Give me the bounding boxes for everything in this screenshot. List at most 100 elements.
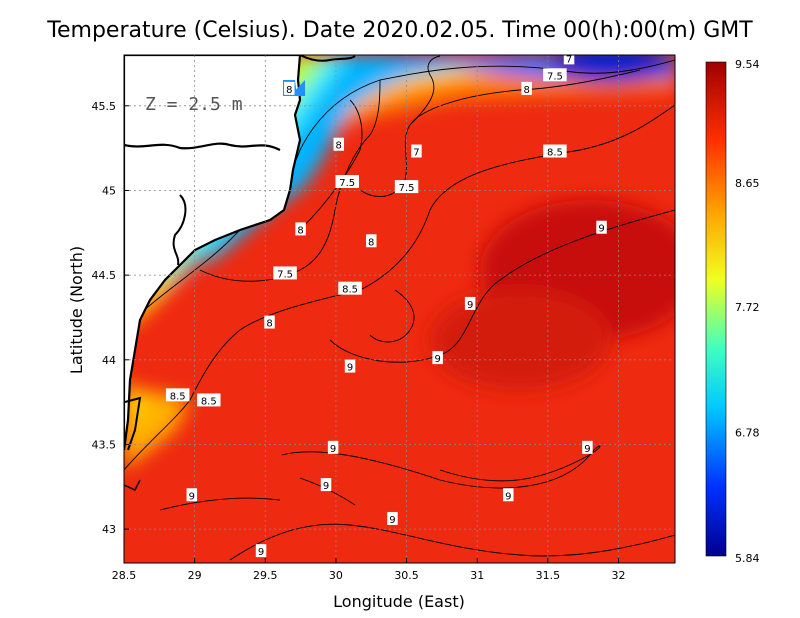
contour-label-text: 8	[523, 85, 529, 96]
contour-label-box	[387, 511, 398, 525]
contour-label-text: 8	[266, 319, 272, 330]
x-tick-label: 32	[611, 569, 625, 582]
contour-label: 8.5	[165, 388, 190, 402]
contour-label-box	[284, 81, 295, 95]
contour-label-text: 7	[413, 148, 419, 159]
contour-label: 9	[503, 488, 514, 502]
map-grid	[124, 55, 675, 563]
plot-frame	[123, 54, 676, 564]
colorbar-label: 8.65	[735, 177, 760, 190]
contour-label-box	[165, 388, 190, 402]
contour-label-text: 8.5	[201, 396, 217, 407]
x-tick-label: 29	[188, 569, 202, 582]
contour-label-text: 7.5	[547, 71, 563, 82]
contour-label-text: 8	[368, 237, 374, 248]
contour-label: 8	[264, 315, 275, 330]
contour-label: 9	[344, 359, 356, 374]
x-tick-label: 30	[329, 569, 343, 582]
contour-label-text: 9	[189, 491, 195, 502]
contour-label-text: 8	[286, 85, 292, 96]
contour-label-box	[338, 281, 362, 295]
contour-label-text: 9	[258, 547, 264, 558]
contour-label-text: 7	[566, 54, 572, 65]
contour-label-box	[394, 180, 419, 194]
contour-label-text: 9	[434, 354, 440, 365]
colorbar-label: 7.72	[735, 301, 760, 314]
contour-label-box	[264, 315, 275, 329]
contour-label-text: 8.5	[170, 391, 186, 402]
contour-label: 9	[432, 351, 443, 365]
contour-label-box	[344, 359, 356, 373]
contour-label: 8.5	[543, 144, 567, 159]
contour-label-box	[295, 222, 306, 236]
contour-label-box	[255, 544, 267, 558]
contour-label: 7.5	[394, 180, 419, 194]
contour-label-text: 9	[467, 300, 473, 311]
colorbar-labels: 9.54 8.65 7.72 6.78 5.84	[735, 58, 760, 565]
contour-label-box	[335, 175, 359, 188]
colorbar	[705, 61, 727, 557]
contour-label-box	[333, 137, 344, 151]
contour-label-box	[503, 488, 514, 502]
depth-label: Z = 2.5 m	[145, 94, 243, 115]
x-tick-label: 28.5	[112, 569, 137, 582]
x-tick-label: 30.5	[394, 569, 419, 582]
contour-label: 8	[284, 81, 295, 96]
contour-lines	[124, 55, 675, 561]
y-tick-label: 45.5	[92, 100, 117, 113]
contour-label: 9	[387, 511, 398, 526]
contour-label: 9	[327, 440, 339, 455]
y-tick-label: 44.5	[92, 269, 117, 282]
contour-label-box	[327, 440, 339, 454]
contour-label: 8	[333, 137, 344, 152]
contour-label-text: 9	[347, 363, 353, 374]
contour-label-text: 9	[505, 491, 511, 502]
x-tick-label: 31.5	[536, 569, 561, 582]
contour-label-box	[197, 393, 221, 407]
contour-label: 7	[563, 51, 575, 65]
contour-label: 9	[464, 296, 476, 311]
land-mask	[124, 55, 356, 491]
contour-label: 7.5	[335, 175, 359, 189]
contour-label-text: 9	[389, 515, 395, 526]
contour-label: 7	[411, 144, 422, 159]
y-tick-label: 44	[102, 354, 116, 367]
contour-label-box	[582, 440, 593, 454]
contour-label-box	[563, 51, 575, 65]
contour-label: 8.5	[338, 281, 362, 296]
contour-label-text: 7.5	[277, 269, 293, 280]
contour-label: 8	[365, 234, 377, 248]
y-axis-ticks: 43 43.5 44 44.5 45 45.5	[92, 100, 129, 536]
colorbar-label: 6.78	[735, 426, 760, 439]
contour-label-box	[432, 351, 443, 365]
contour-label-text: 8	[336, 141, 342, 152]
contour-label: 9	[596, 220, 607, 235]
contour-label-box	[464, 296, 476, 310]
contour-label-box	[521, 81, 532, 95]
colorbar-label: 5.84	[735, 552, 760, 565]
contour-label-text: 7.5	[339, 178, 355, 189]
x-tick-label: 31	[470, 569, 484, 582]
contour-label-box	[273, 266, 297, 280]
y-tick-label: 45	[102, 184, 116, 197]
y-axis-label: Latitude (North)	[67, 246, 86, 374]
contour-label-box	[365, 234, 377, 248]
map-title: Temperature (Celsius). Date 2020.02.05. …	[47, 18, 753, 43]
contour-label: 8	[295, 222, 306, 236]
contour-label-text: 7.5	[399, 183, 415, 194]
contour-label-text: 8.5	[547, 148, 563, 159]
colorbar-label: 9.54	[735, 58, 760, 71]
contour-label-text: 8	[297, 225, 303, 236]
contour-label-text: 9	[323, 481, 329, 492]
contour-label-box	[596, 220, 607, 234]
contour-label: 7.5	[543, 68, 567, 82]
x-axis-label: Longitude (East)	[333, 592, 465, 611]
contour-label-text: 9	[598, 224, 604, 235]
contour-label: 8.5	[197, 393, 221, 407]
contour-label: 7.5	[273, 266, 297, 280]
contour-label-box	[543, 144, 567, 158]
contour-label-text: 9	[584, 444, 590, 455]
contour-label: 8	[521, 81, 532, 96]
